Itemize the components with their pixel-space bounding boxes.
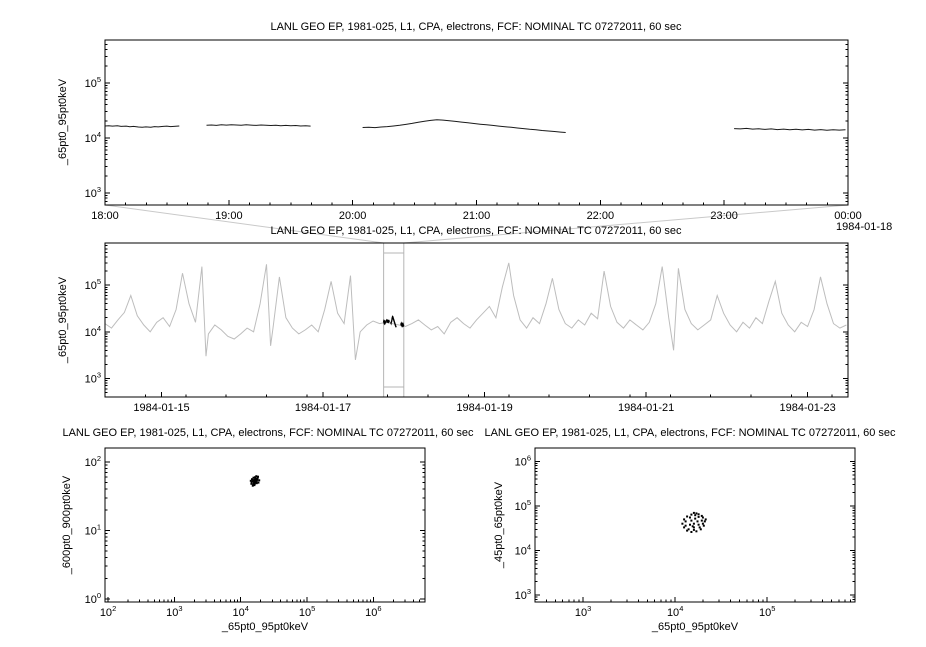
series-overlay-highlight <box>390 315 397 328</box>
series-overlay-highlight <box>382 318 387 326</box>
axis-ticks <box>104 39 849 206</box>
axis-tick-labels: 103 104 105 1984-01-15 1984-01-17 1984-01-19 1… <box>85 277 836 414</box>
log-tick-label: 105 <box>515 498 531 513</box>
plot-area-border[interactable] <box>104 447 426 603</box>
y-axis-label-context: _65pt0_95pt0keV <box>57 276 69 364</box>
x-tick-label: 19:00 <box>215 210 243 222</box>
panel-zoom: 103 104 105 18:00 19:00 20:00 21:00 22:00 23:00 0… <box>85 39 862 222</box>
log-tick-label: 103 <box>85 370 101 385</box>
x-axis-date-label: 1984-01-18 <box>836 221 893 233</box>
log-tick-label: 106 <box>515 453 531 468</box>
y-axis-label-scatter-left: _600pt0_900pt0keV <box>61 475 73 575</box>
x-tick-label: 21:00 <box>463 210 491 222</box>
x-tick-label: 1984-01-19 <box>456 402 512 414</box>
series-line <box>104 125 180 128</box>
log-tick-label: 106 <box>365 604 381 619</box>
log-tick-label: 104 <box>85 130 101 145</box>
log-tick-label: 101 <box>85 522 101 537</box>
series-overlay-highlight <box>400 321 405 328</box>
log-tick-label: 104 <box>232 604 248 619</box>
y-axis-label-zoom: _65pt0_95pt0keV <box>57 78 69 166</box>
log-tick-label: 102 <box>100 604 116 619</box>
panel-scatter-left: 100 101 102 102 103 104 105 106 <box>85 447 426 619</box>
series-line <box>362 119 566 133</box>
series-overlay-highlight <box>385 318 390 324</box>
log-tick-label: 103 <box>166 604 182 619</box>
log-tick-label: 104 <box>85 324 101 339</box>
log-tick-label: 104 <box>667 604 683 619</box>
plot-area-border[interactable] <box>104 39 849 206</box>
log-tick-label: 105 <box>299 604 315 619</box>
x-tick-label: 23:00 <box>710 210 738 222</box>
panel-scatter-right: 103 104 105 106 103 104 105 <box>515 447 856 619</box>
y-axis-label-scatter-right: _45pt0_65pt0keV <box>493 481 505 569</box>
log-tick-label: 105 <box>85 277 101 292</box>
x-tick-label: 22:00 <box>587 210 615 222</box>
log-tick-label: 105 <box>759 604 775 619</box>
log-tick-label: 100 <box>85 591 101 606</box>
title-zoom-panel: LANL GEO EP, 1981-025, L1, CPA, electron… <box>270 21 682 33</box>
x-axis-label-scatter-left: _65pt0_95pt0keV <box>221 621 309 633</box>
axis-ticks <box>104 461 426 603</box>
log-tick-label: 103 <box>515 587 531 602</box>
series-line <box>206 124 311 127</box>
x-tick-label: 1984-01-15 <box>133 402 189 414</box>
log-tick-label: 103 <box>575 604 591 619</box>
x-tick-label: 1984-01-17 <box>295 402 351 414</box>
log-tick-label: 102 <box>85 454 101 469</box>
context-connector-lines <box>104 204 849 244</box>
title-scatter-left: LANL GEO EP, 1981-025, L1, CPA, electron… <box>62 427 474 439</box>
plot-area-border[interactable] <box>104 242 849 398</box>
title-scatter-right: LANL GEO EP, 1981-025, L1, CPA, electron… <box>484 427 896 439</box>
series-line-context <box>104 262 847 360</box>
axis-ticks <box>534 447 856 603</box>
title-context-panel: LANL GEO EP, 1981-025, L1, CPA, electron… <box>270 225 682 237</box>
log-tick-label: 104 <box>515 543 531 558</box>
axis-ticks <box>104 242 848 398</box>
panel-context: 103 104 105 1984-01-15 1984-01-17 1984-01-19 1… <box>85 242 849 414</box>
scatter-points <box>249 475 261 487</box>
axis-tick-labels: 103 104 105 106 103 104 105 <box>515 453 776 619</box>
x-tick-label: 18:00 <box>91 210 119 222</box>
x-tick-label: 1984-01-21 <box>618 402 674 414</box>
axis-tick-labels: 100 101 102 102 103 104 105 106 <box>85 454 382 619</box>
x-tick-label: 00:00 <box>834 210 862 222</box>
log-tick-label: 105 <box>85 75 101 90</box>
x-axis-label-scatter-right: _65pt0_95pt0keV <box>651 621 739 633</box>
axis-tick-labels: 103 104 105 18:00 19:00 20:00 21:00 22:00 23:00 0… <box>85 75 862 222</box>
scatter-points <box>681 511 707 533</box>
x-tick-label: 20:00 <box>339 210 367 222</box>
x-tick-label: 1984-01-23 <box>779 402 835 414</box>
log-tick-label: 103 <box>85 185 101 200</box>
series-line <box>734 127 846 131</box>
plot-area-border[interactable] <box>534 447 856 603</box>
